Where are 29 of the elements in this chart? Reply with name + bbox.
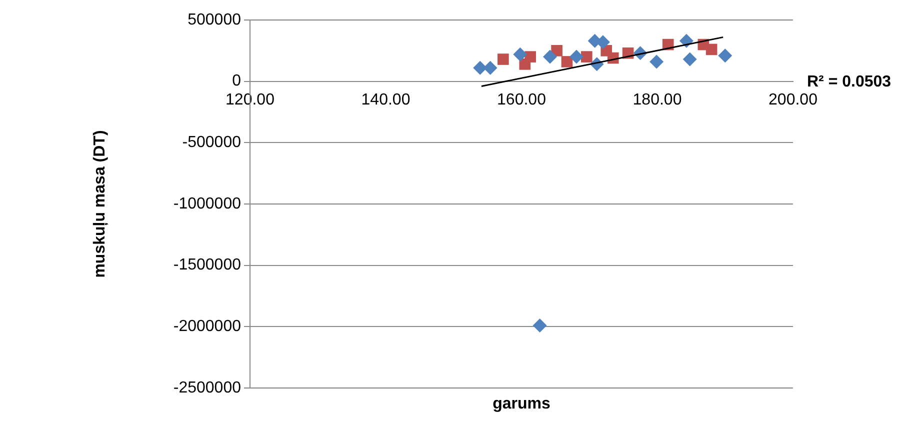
- point: [498, 54, 509, 65]
- point: [561, 56, 573, 68]
- point: [706, 44, 718, 56]
- x-tick-label: 180.00: [632, 91, 682, 108]
- y-tick-label: -500000: [182, 134, 242, 152]
- y-tick-label: -1000000: [173, 195, 242, 212]
- point: [513, 47, 528, 62]
- x-tick-label: 160.00: [497, 91, 546, 108]
- y-tick-label: -1500000: [173, 256, 242, 274]
- x-tick-label: 200.00: [768, 91, 818, 108]
- y-tick-label: 500000: [188, 11, 242, 28]
- point: [483, 60, 498, 75]
- point: [682, 52, 697, 66]
- y-tick-label: 0: [232, 72, 242, 90]
- point: [581, 51, 592, 62]
- point: [569, 50, 584, 64]
- point: [524, 51, 536, 62]
- y-tick-label: -2000000: [173, 318, 242, 336]
- text: R² = 0.0503: [807, 73, 892, 90]
- point: [543, 50, 558, 64]
- point: [532, 318, 547, 332]
- x-tick-label: 140.00: [361, 91, 410, 108]
- x-axis-title: garums: [492, 395, 550, 412]
- x-tick-label: 120.00: [226, 91, 275, 108]
- y-axis-title: muskuļu masa (DT): [91, 130, 108, 278]
- point: [473, 60, 488, 75]
- point: [650, 54, 664, 69]
- y-tick-label: -2500000: [173, 379, 242, 396]
- point: [718, 48, 732, 63]
